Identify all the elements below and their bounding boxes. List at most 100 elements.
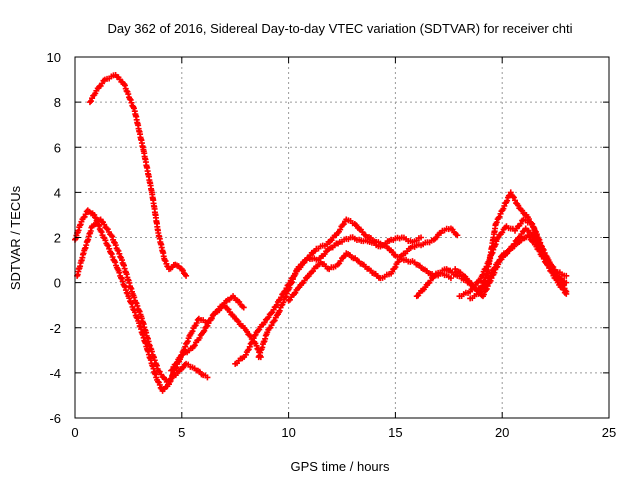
data-point: [168, 367, 175, 374]
data-point: [128, 99, 135, 106]
data-point: [286, 284, 293, 291]
data-point: [481, 277, 488, 284]
data-point: [126, 295, 133, 302]
data-point: [495, 214, 502, 221]
data-point: [504, 197, 511, 204]
data-point: [110, 239, 117, 246]
data-point: [292, 270, 299, 277]
data-point: [563, 288, 570, 295]
data-point: [119, 278, 126, 285]
data-point: [246, 332, 253, 339]
data-point: [156, 381, 163, 388]
data-point: [283, 290, 290, 297]
data-point: [112, 259, 119, 266]
data-point: [454, 232, 461, 239]
data-point: [244, 347, 251, 354]
data-point: [204, 374, 211, 381]
data-point: [337, 226, 344, 233]
data-point: [203, 323, 210, 330]
data-point: [82, 211, 89, 218]
data-point: [114, 246, 121, 253]
data-point: [532, 228, 539, 235]
data-point: [479, 282, 486, 289]
y-tick-label: 0: [54, 276, 61, 291]
data-point: [529, 220, 536, 227]
data-point: [102, 237, 109, 244]
data-point: [109, 233, 116, 240]
data-point: [174, 359, 181, 366]
data-point: [133, 314, 140, 321]
data-point: [117, 253, 124, 260]
x-axis-label: GPS time / hours: [291, 459, 390, 474]
data-point: [271, 317, 278, 324]
series-satellite-track-J: [456, 216, 570, 300]
y-tick-label: 4: [54, 185, 61, 200]
data-point: [106, 245, 113, 252]
data-point: [418, 234, 425, 241]
data-point: [270, 318, 277, 325]
data-point: [184, 338, 191, 345]
data-point: [123, 289, 130, 296]
data-point: [191, 342, 198, 349]
y-tick-label: -6: [49, 411, 61, 426]
y-tick-label: 2: [54, 231, 61, 246]
data-point: [538, 242, 545, 249]
data-point: [289, 279, 296, 286]
data-point: [125, 91, 132, 98]
data-point: [493, 264, 500, 271]
data-point: [130, 105, 137, 112]
data-point: [107, 249, 114, 256]
data-point: [112, 242, 119, 249]
data-point: [246, 343, 253, 350]
data-point: [96, 223, 103, 230]
data-point: [392, 264, 399, 271]
data-point: [208, 315, 215, 322]
data-point: [196, 335, 203, 342]
y-tick-label: -4: [49, 366, 61, 381]
y-tick-label: 8: [54, 95, 61, 110]
data-point: [251, 332, 258, 339]
series-satellite-track-K: [467, 189, 570, 302]
data-point: [397, 253, 404, 260]
data-point: [276, 307, 283, 314]
series-satellite-track-C: [74, 216, 211, 385]
data-point: [495, 261, 502, 268]
axes: 0 5 10 15 20 25 -6 -4 -2 0 2 4 6 8 10: [47, 50, 617, 440]
data-point: [98, 229, 105, 236]
data-point: [104, 242, 111, 249]
y-axis-label: SDTVAR / TECUs: [8, 185, 23, 290]
data-point: [280, 299, 287, 306]
data-point: [116, 250, 123, 257]
data-point: [108, 251, 115, 258]
data-point: [88, 98, 95, 105]
series-satellite-track-I: [452, 225, 570, 300]
y-tick-label: 6: [54, 140, 61, 155]
data-point: [253, 342, 260, 349]
y-tick-label: 10: [47, 50, 61, 65]
data-point: [396, 256, 403, 263]
series-satellite-track-D: [168, 302, 264, 374]
data-point: [126, 95, 133, 102]
data-point: [560, 282, 567, 289]
data-point: [511, 240, 518, 247]
data-point: [118, 274, 125, 281]
series-satellite-track-G: [285, 225, 461, 304]
data-point: [282, 294, 289, 301]
data-point: [533, 231, 540, 238]
data-point: [563, 272, 570, 279]
data-point: [249, 338, 256, 345]
data-point: [546, 260, 553, 267]
series-satellite-track-B: [72, 207, 247, 394]
data-point: [493, 219, 500, 226]
data-point: [161, 257, 168, 264]
data-point: [92, 214, 99, 221]
data-point: [103, 225, 110, 232]
x-tick-label: 0: [71, 425, 78, 440]
series-satellite-track-A: [86, 72, 190, 279]
data-point: [189, 328, 196, 335]
data-point: [116, 269, 123, 276]
data-point: [544, 255, 551, 262]
data-points: [72, 72, 570, 394]
data-point: [537, 239, 544, 246]
